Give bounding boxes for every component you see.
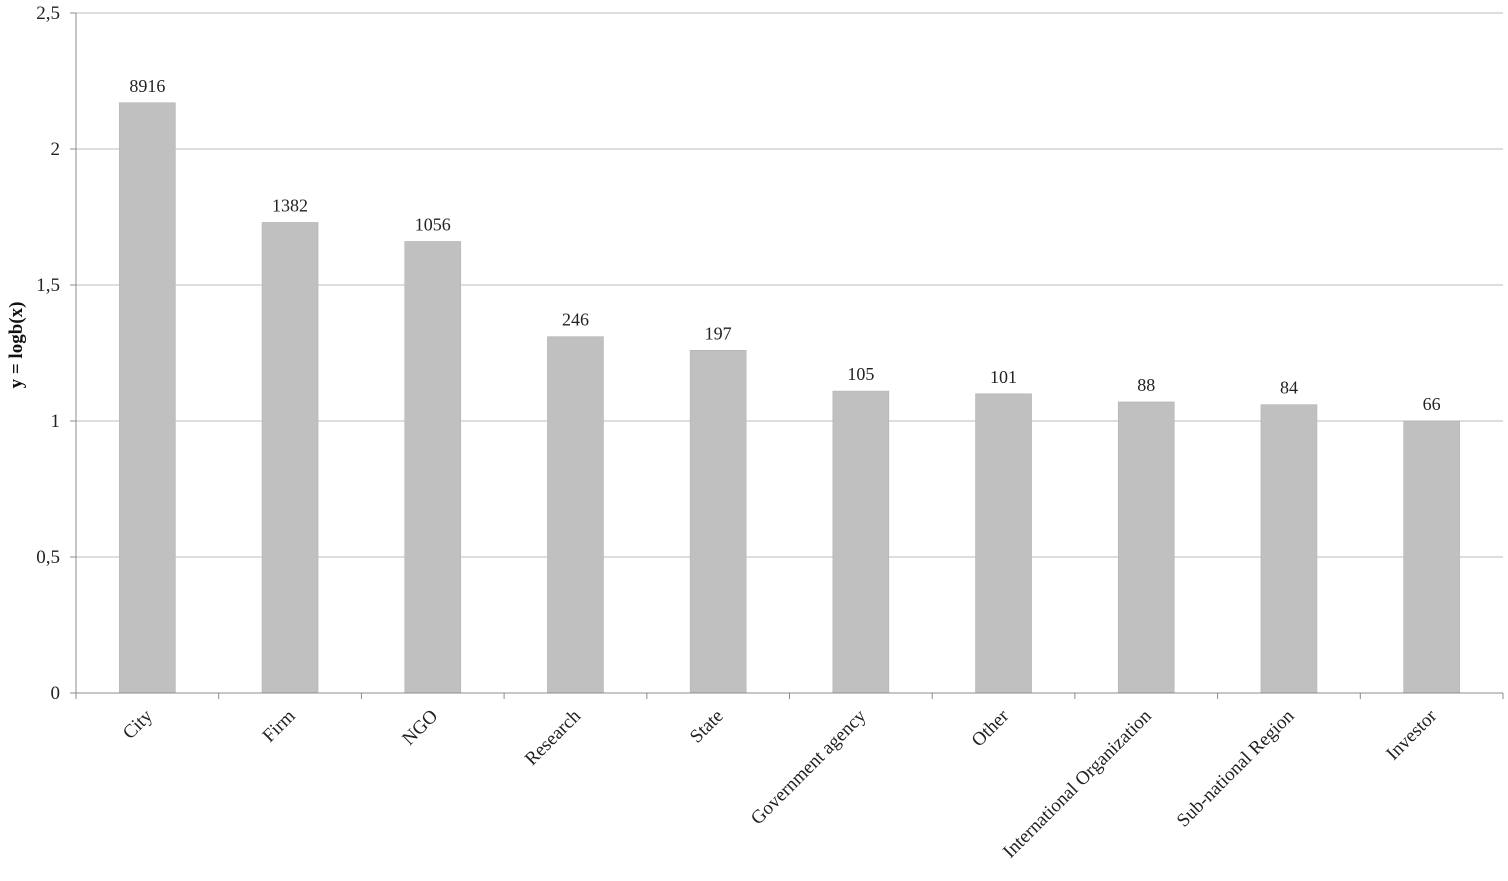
x-tick-label: International Organization <box>999 705 1156 862</box>
bar <box>261 222 319 694</box>
bar <box>1403 420 1460 694</box>
x-tick-label: Investor <box>1382 705 1441 764</box>
bar-data-label: 1382 <box>272 195 308 215</box>
axes <box>70 12 1504 699</box>
bar-data-label: 1056 <box>415 214 451 234</box>
y-tick-label: 2,5 <box>36 3 60 24</box>
bars <box>119 102 1460 694</box>
y-tick-label: 1 <box>51 411 61 432</box>
y-tick-label: 2 <box>51 139 61 160</box>
bar-data-label: 66 <box>1423 394 1441 414</box>
x-tick-label: NGO <box>398 706 442 750</box>
x-tick-label: Government agency <box>747 705 871 829</box>
bar <box>689 349 747 694</box>
y-axis-title: y = logb(x) <box>6 302 27 389</box>
bar-data-label: 197 <box>705 323 732 343</box>
bar <box>832 390 890 694</box>
bar <box>547 336 604 694</box>
data-labels: 8916 1382 1056 246 197 105 101 88 84 66 <box>129 76 1440 414</box>
bar-data-label: 84 <box>1280 378 1298 398</box>
y-tick-labels: 0 0,5 1 1,5 2 2,5 <box>36 3 60 704</box>
x-tick-labels: City Firm NGO Research State Government agenc… <box>119 705 1442 862</box>
bar-data-label: 246 <box>562 310 589 330</box>
bar <box>1117 401 1175 694</box>
x-tick-label: Firm <box>259 706 300 747</box>
x-tick-label: Research <box>521 705 585 769</box>
x-tick-label: State <box>686 706 728 748</box>
bar-data-label: 105 <box>847 364 874 384</box>
bar <box>975 393 1032 694</box>
x-tick-label: Other <box>968 705 1014 751</box>
x-tick-label: Sub-national Region <box>1173 705 1299 831</box>
x-tick-label: City <box>119 705 157 743</box>
y-tick-label: 0,5 <box>36 547 60 568</box>
bar <box>404 241 462 694</box>
bar-data-label: 8916 <box>129 76 165 96</box>
bar-data-label: 101 <box>990 367 1017 387</box>
bar <box>1260 404 1318 694</box>
bar-data-label: 88 <box>1137 375 1155 395</box>
y-tick-label: 1,5 <box>36 275 60 296</box>
bar <box>119 102 176 694</box>
y-tick-label: 0 <box>51 683 61 704</box>
